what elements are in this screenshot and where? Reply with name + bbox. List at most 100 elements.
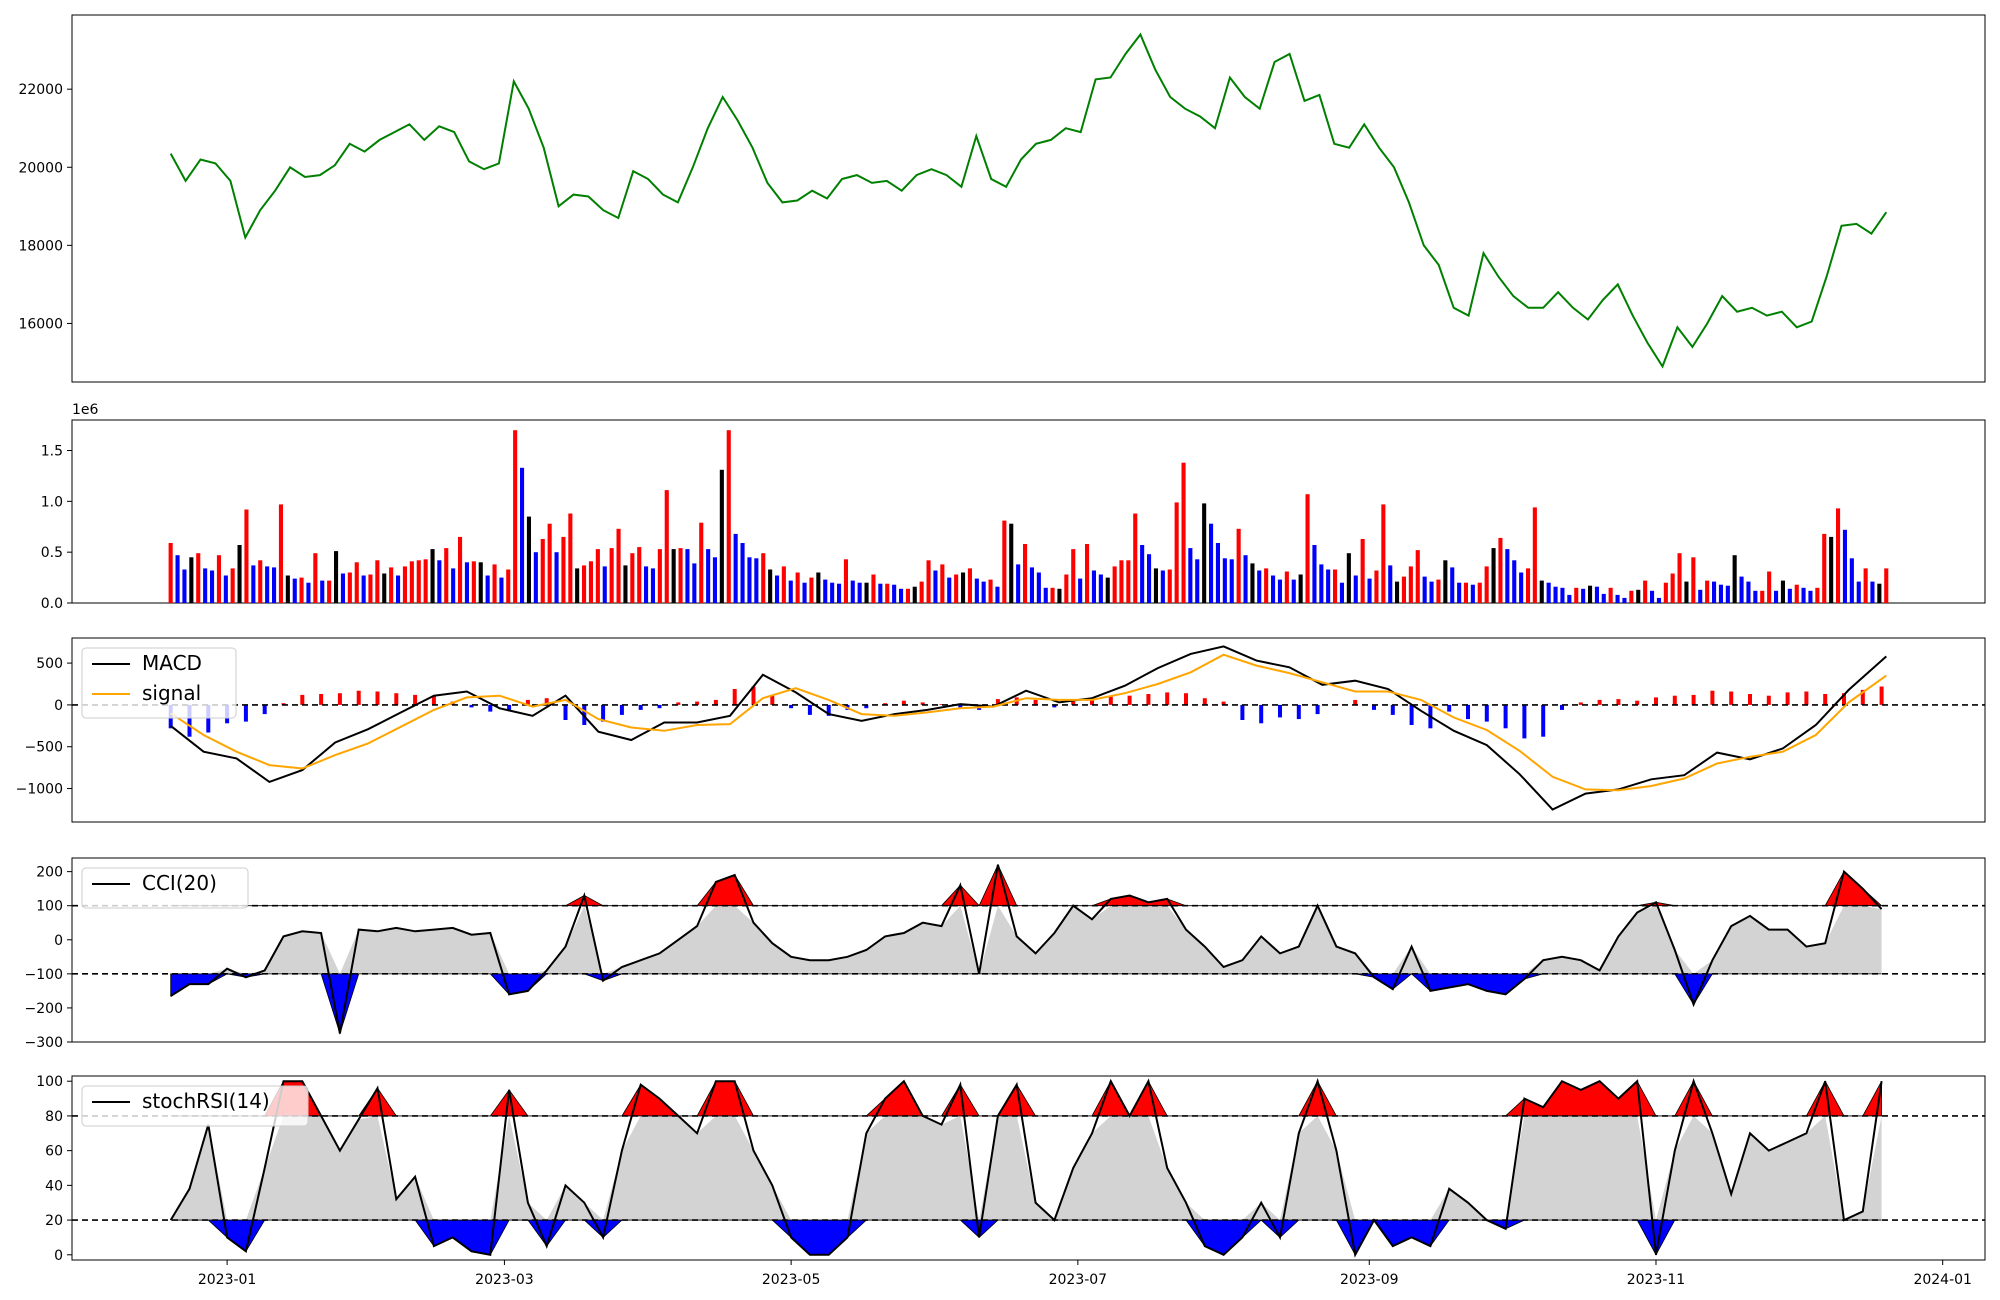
volume-bar [685,549,690,603]
volume-bar [1842,529,1847,603]
volume-bar [1877,583,1882,603]
volume-bar [1050,587,1055,604]
macd-histogram-bar [1296,704,1301,720]
volume-bar [1436,579,1441,603]
macd-histogram-bar [1033,699,1038,705]
volume-bar [781,566,786,603]
volume-bar [967,568,972,603]
cci-overbought-fill [170,863,1883,907]
cci-band [170,905,1882,974]
macd-histogram-bar [544,698,549,705]
volume-bar [878,583,883,603]
volume-bar [905,588,910,603]
volume-bar [1491,548,1496,603]
volume-bar [1463,582,1468,603]
macd-histogram-bar [431,696,436,705]
volume-bar [334,551,339,603]
volume-bar [230,568,235,603]
macd-histogram-bar [1278,704,1282,718]
volume-bar [389,567,394,603]
macd-histogram-bar [1052,704,1057,708]
volume-bar [747,557,752,604]
volume-bar [285,575,290,603]
volume-bar [1484,566,1489,603]
volume-bar [513,430,518,603]
stochrsi-overbought-fill [170,1080,1882,1117]
macd-histogram-bar [807,704,812,715]
volume-bar [168,543,173,603]
macd-histogram-bar [281,703,286,705]
volume-bar [954,574,959,603]
volume-bar [1112,566,1117,603]
macd-ytick-label: −1000 [16,782,63,798]
stochrsi-frame [71,1075,1986,1261]
volume-bar [1601,593,1606,603]
volume-bar [1636,589,1641,603]
volume-bar [444,548,449,603]
volume-bar [788,580,793,603]
volume-bar [850,580,855,603]
volume-bar [1608,587,1613,604]
volume-bar [1346,553,1351,603]
macd-histogram-bar [1860,689,1865,705]
volume-bar [1367,578,1372,603]
volume-bar [830,582,835,603]
volume-bar [1774,590,1779,603]
volume-bar [1808,590,1813,603]
volume-bar [175,555,180,603]
volume-ytick-label: 0.0 [41,596,63,612]
x-tick-label: 2023-07 [1049,1272,1108,1288]
volume-bar [1650,590,1655,603]
volume-bar [210,570,215,603]
volume-bar [733,533,738,603]
volume-bar [602,566,607,603]
volume-bar [1381,504,1386,603]
macd-histogram-bar [1729,691,1734,705]
macd-histogram-bar [243,704,248,722]
volume-bar [1415,550,1420,603]
macd-histogram-bar [262,704,267,715]
stochrsi-ytick-label: 0 [54,1248,63,1264]
macd-histogram-bar [1672,695,1677,705]
volume-bar [775,575,780,603]
volume-bar [1505,549,1510,603]
volume-bar [1884,568,1889,603]
macd-histogram-bar [1259,704,1264,724]
volume-bar [1450,567,1455,603]
volume-bar [1588,585,1593,603]
macd-histogram-bar [1616,699,1621,705]
macd-histogram-bar [1165,692,1170,705]
volume-bar [1126,560,1131,603]
volume-bar [1277,579,1282,603]
volume-bar [1829,536,1834,603]
volume-bar [712,557,717,604]
macd-histogram-bar [695,701,700,705]
macd-ytick-label: −500 [25,740,63,756]
volume-bar [1023,544,1028,603]
macd-histogram-bar [300,694,305,705]
volume-bar [1663,582,1668,603]
macd-histogram-bar [1522,704,1527,739]
macd-histogram-bar [1372,704,1376,710]
macd-histogram-bar [1146,694,1151,705]
macd-histogram-bar [1466,704,1470,720]
macd-histogram-bar [1184,693,1188,705]
macd-histogram-bar [488,704,493,712]
volume-bar [837,583,842,603]
volume-bar [1298,574,1303,603]
macd-histogram-bar [525,699,530,705]
volume-bar [1643,580,1648,603]
volume-bar [1202,503,1207,603]
volume-bar [533,552,538,603]
volume-bar [1615,594,1620,603]
volume-bar [885,583,890,603]
volume-bar [1319,564,1324,603]
volume-bar [1284,571,1289,603]
volume-bar [416,560,421,603]
cci-frame [71,857,1986,1043]
macd-legend: MACD signal [81,647,237,719]
stochrsi-legend-box [81,1085,309,1127]
volume-bar [871,574,876,603]
volume-bar [1849,558,1854,603]
volume-bar [1622,597,1627,603]
